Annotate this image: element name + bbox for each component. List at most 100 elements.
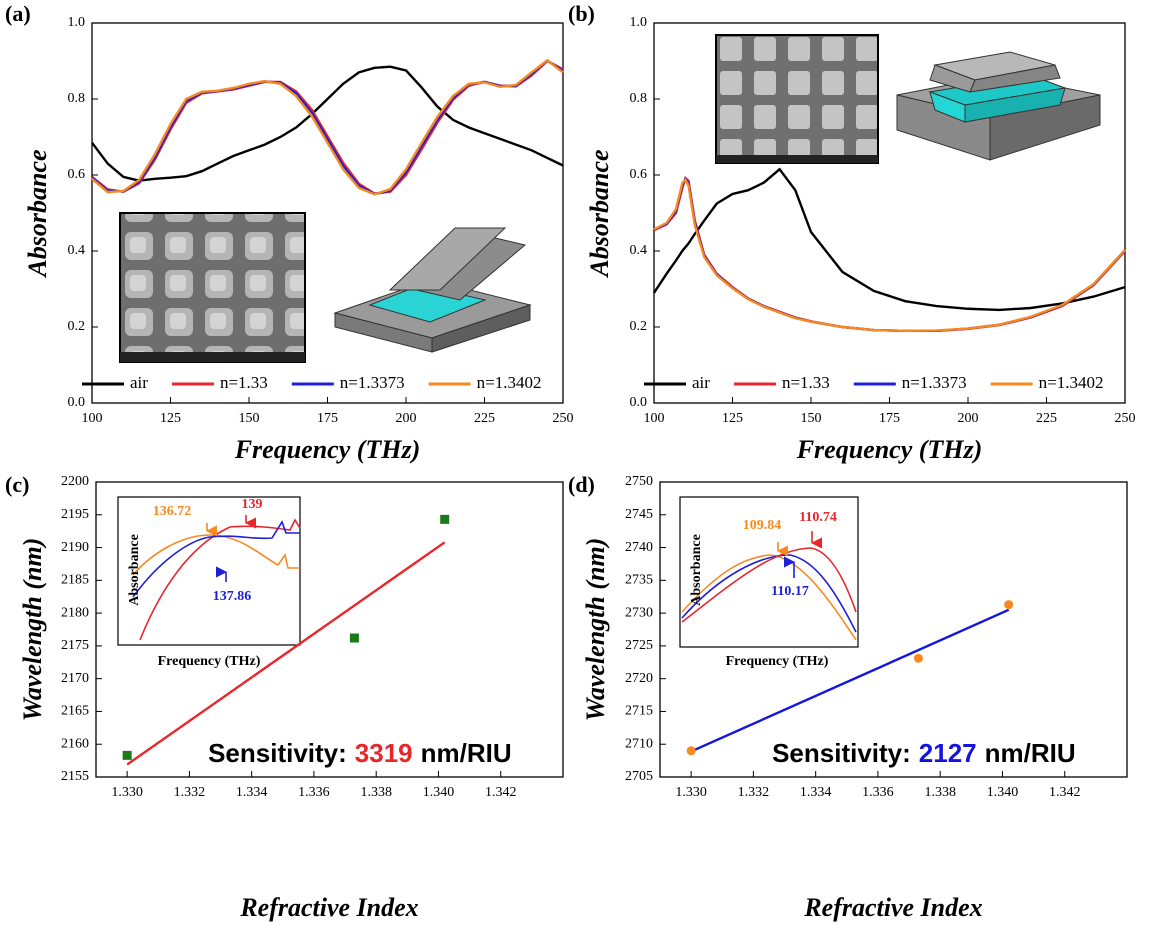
y-tick-label: 0.6 bbox=[630, 167, 648, 182]
inset-annotation: 139 bbox=[242, 497, 263, 512]
plot-frame bbox=[96, 482, 563, 777]
y-tick-label: 2720 bbox=[625, 671, 653, 686]
y-tick-label: 2180 bbox=[61, 605, 89, 620]
y-tick-label: 0.4 bbox=[630, 243, 648, 258]
sem-image bbox=[120, 213, 305, 362]
inset-annotation: 136.72 bbox=[153, 504, 192, 519]
data-point bbox=[914, 654, 923, 663]
y-tick-label: 1.0 bbox=[68, 15, 86, 30]
legend-label: n=1.3373 bbox=[340, 373, 405, 392]
y-tick-label: 2750 bbox=[625, 474, 653, 489]
data-line bbox=[92, 60, 563, 194]
y-tick-label: 0.6 bbox=[68, 167, 86, 182]
annotation-part: Sensitivity: bbox=[208, 738, 347, 768]
data-line bbox=[92, 61, 563, 194]
panel-label: (a) bbox=[5, 1, 31, 26]
x-tick-label: 200 bbox=[396, 411, 417, 426]
panel-label: (d) bbox=[568, 472, 595, 497]
y-tick-label: 2175 bbox=[61, 638, 89, 653]
x-tick-label: 175 bbox=[317, 411, 338, 426]
legend-label: air bbox=[130, 373, 148, 392]
y-tick-label: 2730 bbox=[625, 605, 653, 620]
y-tick-label: 2735 bbox=[625, 573, 653, 588]
x-axis-label: Frequency (THz) bbox=[234, 435, 421, 464]
data-point bbox=[1004, 600, 1013, 609]
inset-annotation: 109.84 bbox=[743, 518, 782, 533]
y-tick-label: 2155 bbox=[61, 769, 89, 784]
legend-label: n=1.33 bbox=[220, 373, 268, 392]
y-tick-label: 2705 bbox=[625, 769, 653, 784]
legend-label: n=1.3373 bbox=[902, 373, 967, 392]
panel-label: (c) bbox=[5, 472, 29, 497]
x-tick-label: 1.330 bbox=[111, 785, 143, 800]
data-line bbox=[654, 169, 1125, 310]
plot-frame bbox=[660, 482, 1127, 777]
y-tick-label: 0.4 bbox=[68, 243, 86, 258]
x-tick-label: 225 bbox=[1036, 411, 1057, 426]
y-tick-label: 0.8 bbox=[68, 91, 86, 106]
legend-label: air bbox=[692, 373, 710, 392]
x-tick-label: 250 bbox=[553, 411, 574, 426]
y-axis-label: Wavelength (nm) bbox=[581, 538, 610, 722]
y-tick-label: 2170 bbox=[61, 671, 89, 686]
data-line bbox=[92, 61, 563, 194]
inset-annotation: 110.17 bbox=[771, 584, 809, 599]
y-tick-label: 0.0 bbox=[630, 395, 648, 410]
x-tick-label: 1.332 bbox=[738, 785, 770, 800]
y-tick-label: 2725 bbox=[625, 638, 653, 653]
x-tick-label: 1.338 bbox=[360, 785, 392, 800]
y-tick-label: 0.8 bbox=[630, 91, 648, 106]
annotation-part: Sensitivity: bbox=[772, 738, 911, 768]
annotation-part: nm/RIU bbox=[421, 738, 512, 768]
y-axis-label: Absorbance bbox=[23, 149, 52, 278]
annotation-part: 2127 bbox=[919, 738, 977, 768]
data-point bbox=[687, 746, 696, 755]
x-tick-label: 1.342 bbox=[1049, 785, 1081, 800]
inset-y-label: Absorbance bbox=[689, 534, 704, 606]
inset-x-label: Frequency (THz) bbox=[726, 654, 829, 669]
x-tick-label: 1.332 bbox=[174, 785, 206, 800]
x-tick-label: 150 bbox=[239, 411, 260, 426]
x-axis-label: Refractive Index bbox=[239, 893, 418, 922]
y-tick-label: 2195 bbox=[61, 507, 89, 522]
y-tick-label: 0.2 bbox=[630, 319, 648, 334]
structure-model bbox=[335, 228, 530, 352]
y-tick-label: 1.0 bbox=[630, 15, 648, 30]
annotation-part: nm/RIU bbox=[985, 738, 1076, 768]
x-tick-label: 125 bbox=[722, 411, 743, 426]
y-tick-label: 2745 bbox=[625, 507, 653, 522]
legend-label: n=1.33 bbox=[782, 373, 830, 392]
y-axis-label: Absorbance bbox=[585, 149, 614, 278]
x-tick-label: 1.340 bbox=[423, 785, 455, 800]
sensitivity-annotation: Sensitivity: 2127 nm/RIU bbox=[772, 738, 1076, 768]
legend-label: n=1.3402 bbox=[477, 373, 542, 392]
y-tick-label: 2165 bbox=[61, 704, 89, 719]
x-axis-label: Frequency (THz) bbox=[796, 435, 983, 464]
x-tick-label: 150 bbox=[801, 411, 822, 426]
y-tick-label: 2200 bbox=[61, 474, 89, 489]
y-tick-label: 2185 bbox=[61, 573, 89, 588]
x-tick-label: 1.342 bbox=[485, 785, 517, 800]
inset-plot bbox=[118, 497, 300, 645]
inset-annotation: 110.74 bbox=[799, 510, 837, 525]
x-tick-label: 1.340 bbox=[987, 785, 1019, 800]
x-tick-label: 200 bbox=[958, 411, 979, 426]
y-tick-label: 2715 bbox=[625, 704, 653, 719]
data-point bbox=[440, 515, 449, 524]
panel-label: (b) bbox=[568, 1, 595, 26]
x-tick-label: 1.334 bbox=[236, 785, 268, 800]
data-point bbox=[350, 634, 359, 643]
data-line bbox=[654, 180, 1125, 331]
x-tick-label: 175 bbox=[879, 411, 900, 426]
y-tick-label: 2160 bbox=[61, 736, 89, 751]
inset-x-label: Frequency (THz) bbox=[158, 654, 261, 669]
y-tick-label: 0.0 bbox=[68, 395, 86, 410]
x-tick-label: 1.334 bbox=[800, 785, 832, 800]
inset-annotation: 137.86 bbox=[213, 589, 252, 604]
x-axis-label: Refractive Index bbox=[803, 893, 982, 922]
figure: Absorbance Frequency (THz) 136.72 139 13… bbox=[0, 0, 1149, 926]
inset-y-label: Absorbance bbox=[127, 534, 142, 606]
x-tick-label: 1.338 bbox=[924, 785, 956, 800]
x-tick-label: 250 bbox=[1115, 411, 1136, 426]
